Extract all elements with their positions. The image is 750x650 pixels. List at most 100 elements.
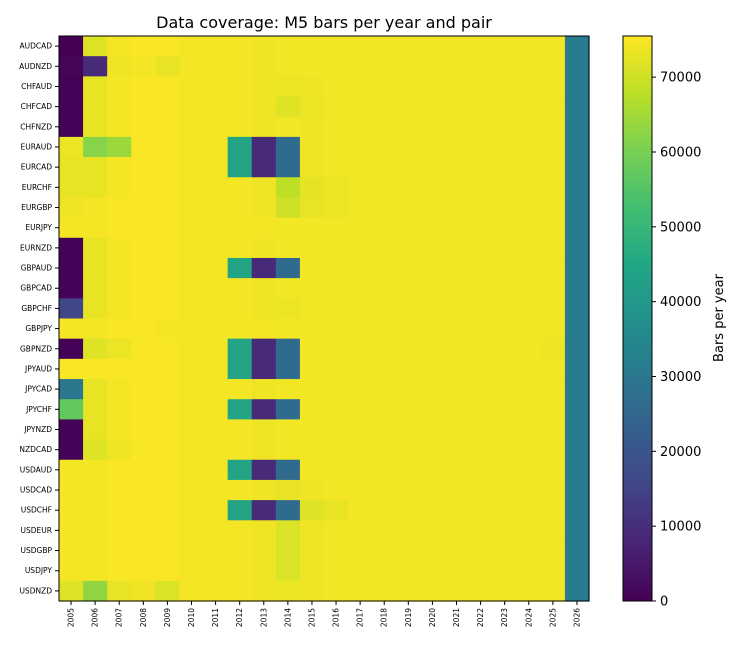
heatmap-cell-gbpnzd-2009	[155, 338, 181, 360]
heatmap-cell-audcad-2021	[444, 36, 470, 57]
heatmap-cell-gbpnzd-2018	[372, 338, 397, 360]
heatmap-cell-usdaud-2008	[131, 459, 156, 481]
heatmap-cell-usdchf-2024	[516, 500, 542, 521]
heatmap-cell-audnzd-2007	[107, 56, 132, 77]
heatmap-cell-usdgbp-2020	[420, 540, 446, 562]
heatmap-cell-eurjpy-2006	[83, 217, 108, 239]
heatmap-cell-audcad-2007	[107, 36, 132, 57]
heatmap-cell-gbpnzd-2011	[203, 338, 229, 360]
heatmap-cell-nzdcad-2021	[444, 439, 470, 461]
heatmap-cell-eurgbp-2008	[131, 197, 156, 219]
heatmap-cell-euraud-2012	[227, 136, 253, 158]
heatmap-cell-usdaud-2014	[275, 459, 301, 481]
heatmap-cell-gbpnzd-2007	[107, 338, 132, 360]
heatmap-cell-eurnzd-2021	[444, 237, 470, 259]
heatmap-cell-jpychf-2015	[299, 399, 325, 420]
heatmap-cell-eurjpy-2015	[299, 217, 325, 239]
heatmap-cell-jpychf-2018	[372, 399, 397, 420]
heatmap-cell-audnzd-2018	[372, 56, 397, 77]
heatmap-cell-usdjpy-2010	[179, 560, 205, 582]
heatmap-cell-nzdcad-2015	[299, 439, 325, 461]
heatmap-cell-nzdcad-2020	[420, 439, 446, 461]
colorbar: 0 10000 20000 30000 40000 50000 60000 70000 Bar…	[622, 35, 727, 610]
colorbar-ticks: 0 10000 20000 30000 40000 50000 60000 70000	[652, 71, 701, 610]
heatmap-cell-jpycad-2013	[251, 379, 277, 400]
heatmap-cell-gbpchf-2013	[251, 298, 277, 320]
heatmap-cell-jpyaud-2017	[348, 358, 373, 380]
heatmap-cell-audcad-2025	[540, 36, 566, 57]
heatmap-cell-chfaud-2016	[324, 76, 349, 98]
heatmap-cell-jpychf-2017	[348, 399, 373, 420]
heatmap-cell-chfcad-2024	[516, 96, 542, 118]
heatmap-cell-gbpjpy-2023	[492, 318, 518, 340]
heatmap-cell-chfnzd-2005	[59, 116, 84, 138]
heatmap-cell-gbpaud-2021	[444, 257, 470, 279]
heatmap-cell-eurjpy-2012	[227, 217, 253, 239]
heatmap-cell-eurgbp-2009	[155, 197, 181, 219]
heatmap-cell-nzdcad-2012	[227, 439, 253, 461]
heatmap-cell-eurcad-2018	[372, 157, 397, 178]
heatmap-cell-jpycad-2016	[324, 379, 349, 400]
heatmap-cell-audcad-2017	[348, 36, 373, 57]
heatmap-cell-jpychf-2020	[420, 399, 446, 420]
heatmap-cell-gbpchf-2018	[372, 298, 397, 320]
heatmap-cell-gbpcad-2025	[540, 278, 566, 299]
heatmap-cell-usdaud-2018	[372, 459, 397, 481]
heatmap-cell-chfaud-2012	[227, 76, 253, 98]
heatmap-cell-gbpjpy-2016	[324, 318, 349, 340]
y-tick-label: EURAUD	[20, 142, 52, 151]
heatmap-cell-jpychf-2009	[155, 399, 181, 420]
heatmap-cell-audcad-2019	[396, 36, 421, 57]
heatmap-cell-jpyaud-2026	[564, 358, 590, 380]
heatmap-cell-usdjpy-2012	[227, 560, 253, 582]
heatmap-cell-usdchf-2006	[83, 500, 108, 521]
heatmap-cell-usdcad-2010	[179, 479, 205, 501]
heatmap-cell-gbpchf-2023	[492, 298, 518, 320]
y-tick-label: GBPCHF	[21, 304, 52, 313]
heatmap-cell-usdeur-2020	[420, 520, 446, 542]
heatmap-cell-chfcad-2016	[324, 96, 349, 118]
heatmap-cell-jpycad-2005	[59, 379, 84, 400]
heatmap-cell-usdchf-2019	[396, 500, 421, 521]
heatmap-cell-audcad-2020	[420, 36, 446, 57]
heatmap-cell-gbpaud-2008	[131, 257, 156, 279]
heatmap-cell-gbpnzd-2025	[540, 338, 566, 360]
heatmap-cell-euraud-2020	[420, 136, 446, 158]
heatmap-cell-usdaud-2024	[516, 459, 542, 481]
y-tick-label: USDJPY	[25, 566, 53, 575]
heatmap-cell-usdchf-2009	[155, 500, 181, 521]
heatmap-cell-usdnzd-2006	[83, 580, 108, 602]
heatmap-cell-chfaud-2008	[131, 76, 156, 98]
heatmap-cell-usdchf-2014	[275, 500, 301, 521]
heatmap-cell-eurchf-2023	[492, 177, 518, 199]
heatmap-cell-jpycad-2012	[227, 379, 253, 400]
heatmap-cell-audcad-2009	[155, 36, 181, 57]
heatmap-cell-euraud-2025	[540, 136, 566, 158]
heatmap-cell-usdgbp-2017	[348, 540, 373, 562]
heatmap-cell-usdcad-2017	[348, 479, 373, 501]
y-tick-label: EURCHF	[22, 183, 52, 192]
heatmap-cell-audnzd-2005	[59, 56, 84, 77]
y-tick-label: GBPCAD	[20, 284, 52, 293]
heatmap-cell-jpyaud-2024	[516, 358, 542, 380]
heatmap-cell-jpyaud-2005	[59, 358, 84, 380]
heatmap-cell-eurjpy-2010	[179, 217, 205, 239]
heatmap-cell-usdgbp-2009	[155, 540, 181, 562]
heatmap-cell-jpynzd-2022	[468, 419, 494, 441]
heatmap-cell-gbpaud-2020	[420, 257, 446, 279]
heatmap-cell-eurcad-2010	[179, 157, 205, 178]
heatmap-cell-nzdcad-2014	[275, 439, 301, 461]
heatmap-cell-eurjpy-2016	[324, 217, 349, 239]
heatmap-cell-usdjpy-2007	[107, 560, 132, 582]
heatmap-cell-gbpchf-2020	[420, 298, 446, 320]
heatmap-cell-gbpnzd-2020	[420, 338, 446, 360]
heatmap-cell-usdchf-2026	[564, 500, 590, 521]
heatmap-cell-eurnzd-2011	[203, 237, 229, 259]
heatmap-cell-jpychf-2007	[107, 399, 132, 420]
heatmap-cell-gbpaud-2013	[251, 257, 277, 279]
heatmap-cell-eurcad-2015	[299, 157, 325, 178]
heatmap-cell-jpynzd-2013	[251, 419, 277, 441]
plot-frame	[58, 35, 590, 602]
heatmap-cell-usdeur-2024	[516, 520, 542, 542]
heatmap-cell-usdjpy-2023	[492, 560, 518, 582]
